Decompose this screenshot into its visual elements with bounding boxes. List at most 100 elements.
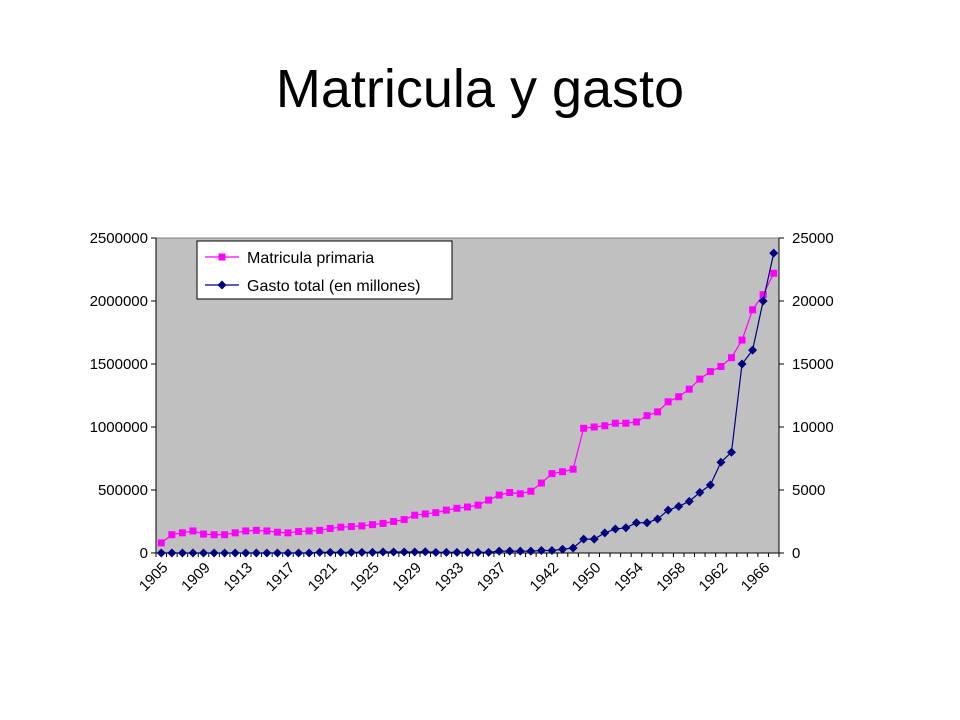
data-point <box>485 496 493 504</box>
data-point <box>441 547 451 557</box>
data-point <box>400 516 408 524</box>
data-point <box>695 488 705 498</box>
data-point <box>241 548 251 558</box>
data-point <box>684 496 694 506</box>
data-point <box>654 408 662 416</box>
y-left-tick-label: 2000000 <box>90 293 148 310</box>
y-right-tick-label: 0 <box>792 545 800 562</box>
x-tick-label: 1942 <box>527 559 563 595</box>
data-point <box>653 514 663 524</box>
x-tick-label: 1929 <box>389 559 425 595</box>
data-point <box>263 527 271 535</box>
data-point <box>189 527 197 535</box>
legend-label: Matricula primaria <box>247 250 374 267</box>
data-point <box>601 422 609 430</box>
data-point <box>358 522 366 530</box>
data-point <box>452 547 462 557</box>
x-tick-label: 1950 <box>569 559 605 595</box>
legend: Matricula primaria Gasto total (en millon… <box>196 240 453 300</box>
series-layer <box>156 248 779 558</box>
data-point <box>389 547 399 557</box>
data-point <box>378 547 388 557</box>
data-point <box>632 418 640 426</box>
data-point <box>664 398 672 406</box>
data-point <box>580 424 588 432</box>
data-point <box>283 548 293 558</box>
data-point <box>336 547 346 557</box>
legend-marker <box>217 280 227 290</box>
data-point <box>758 296 768 306</box>
data-point <box>675 393 683 401</box>
data-point <box>495 491 503 499</box>
y-right-tick-label: 5000 <box>792 482 825 499</box>
data-point <box>558 544 568 554</box>
data-point <box>220 548 230 558</box>
data-point <box>272 548 282 558</box>
data-point <box>738 336 746 344</box>
data-point <box>432 509 440 517</box>
data-point <box>304 548 314 558</box>
data-point <box>506 489 514 497</box>
x-tick-label: 1921 <box>305 559 341 595</box>
data-point <box>716 457 726 467</box>
data-point <box>199 548 209 558</box>
data-point <box>337 523 345 531</box>
data-point <box>367 547 377 557</box>
data-point <box>526 546 536 556</box>
data-point <box>242 527 250 535</box>
x-tick-label: 1925 <box>347 559 383 595</box>
data-point <box>453 504 461 512</box>
series-matricula-primaria <box>157 269 778 547</box>
data-point <box>464 503 471 511</box>
series-gasto-total <box>156 248 779 558</box>
data-point <box>600 528 610 538</box>
y-left-tick-label: 1500000 <box>90 356 148 373</box>
x-tick-label: 1917 <box>263 559 299 595</box>
x-tick-label: 1913 <box>220 559 256 595</box>
y-right-tick-label: 25000 <box>792 230 834 247</box>
data-point <box>210 531 218 539</box>
data-point <box>484 547 494 557</box>
data-point <box>770 269 778 277</box>
y-right-tick-label: 10000 <box>792 419 834 436</box>
data-point <box>221 531 229 539</box>
data-point <box>346 547 356 557</box>
data-point <box>421 510 429 518</box>
data-point <box>357 547 367 557</box>
data-point <box>589 534 599 544</box>
data-point <box>316 526 324 534</box>
data-point <box>420 547 430 557</box>
data-point <box>706 368 714 376</box>
x-tick-label: 1937 <box>474 559 510 595</box>
data-point <box>674 501 684 511</box>
chart-title: Matricula y gasto <box>275 59 685 119</box>
y-left-tick-label: 0 <box>140 545 148 562</box>
legend-box <box>196 240 453 300</box>
data-point <box>705 480 715 490</box>
data-point <box>727 354 735 362</box>
data-point <box>537 479 545 487</box>
data-point <box>505 546 515 556</box>
data-point <box>685 385 693 393</box>
data-point <box>559 468 567 476</box>
data-point <box>527 487 535 495</box>
data-point <box>536 545 546 555</box>
data-point <box>643 412 651 420</box>
data-point <box>463 547 472 557</box>
data-point <box>168 531 176 539</box>
legend-item: Gasto total (en millones) <box>205 278 420 295</box>
data-point <box>251 548 261 558</box>
data-point <box>717 363 725 371</box>
data-point <box>399 547 409 557</box>
data-point <box>390 518 398 525</box>
data-point <box>474 501 482 509</box>
data-point <box>294 548 304 558</box>
data-point <box>548 470 556 478</box>
y-right-tick-label: 15000 <box>792 356 834 373</box>
data-point <box>410 547 420 557</box>
data-point <box>494 546 504 556</box>
data-point <box>663 505 673 515</box>
data-point <box>295 528 303 536</box>
data-point <box>737 359 747 369</box>
data-point <box>379 519 387 527</box>
